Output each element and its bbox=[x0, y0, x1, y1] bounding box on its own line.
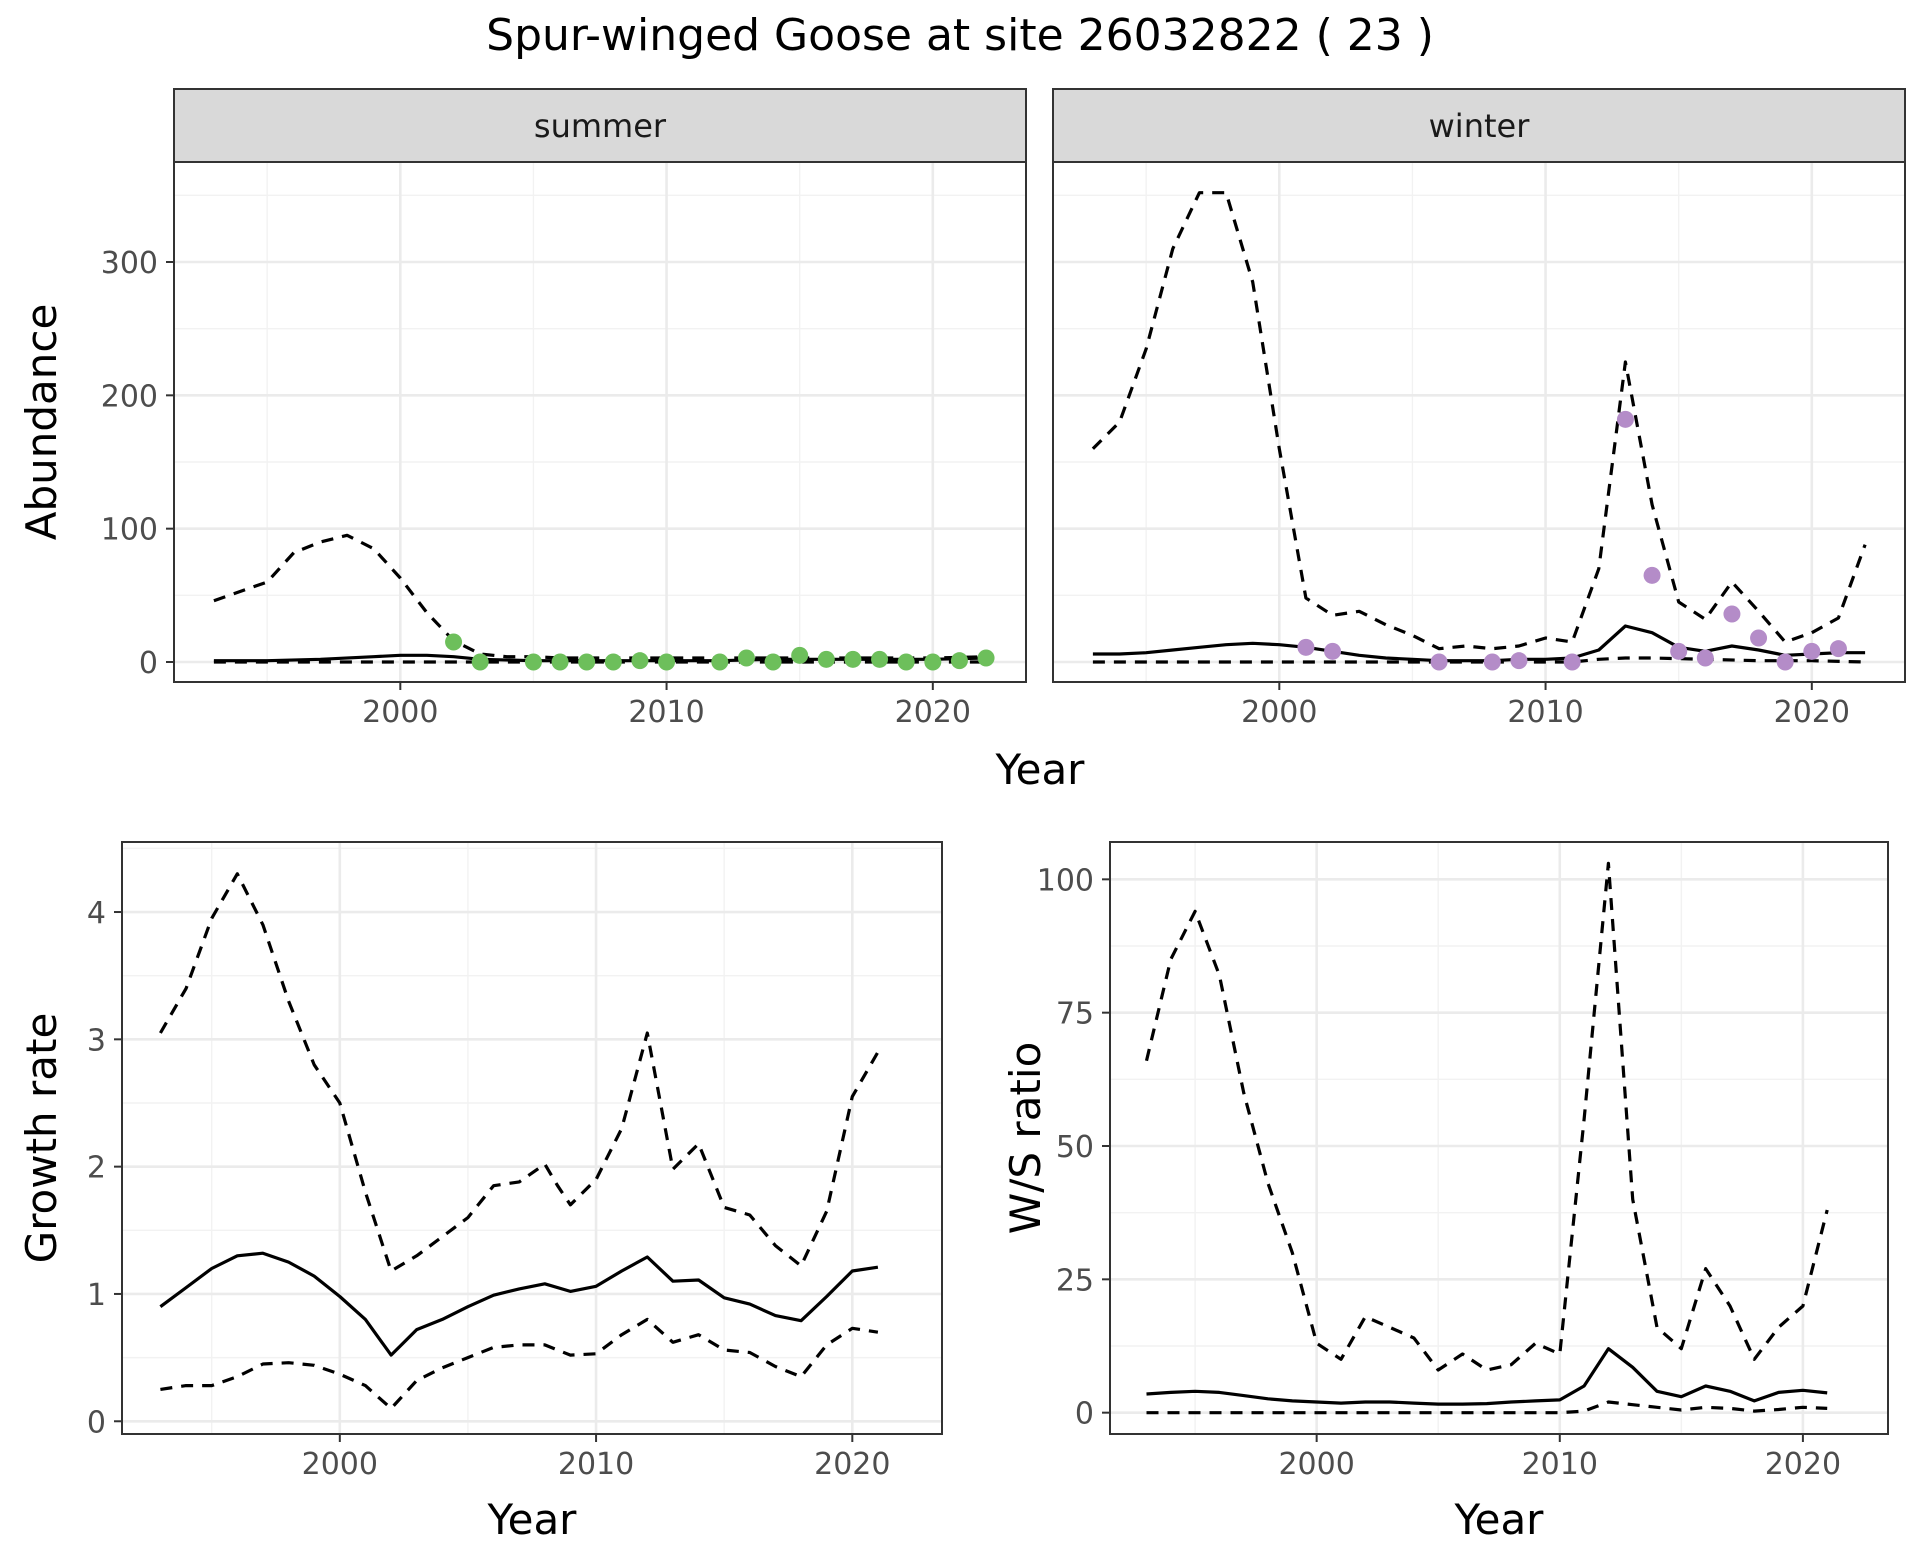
data-point bbox=[844, 650, 862, 668]
dashed-bound-line bbox=[159, 872, 880, 1273]
y-tick-label: 100 bbox=[1037, 863, 1094, 898]
y-tick-label: 50 bbox=[1056, 1130, 1094, 1165]
y-tick-label: 200 bbox=[101, 379, 158, 414]
y-tick-label: 100 bbox=[101, 513, 158, 548]
solid-estimate-line bbox=[159, 1251, 879, 1357]
x-axis-title: Year bbox=[487, 1495, 578, 1544]
y-tick-label: 3 bbox=[87, 1023, 106, 1058]
y-axis-title: Abundance bbox=[17, 304, 66, 541]
x-tick-label: 2010 bbox=[628, 695, 704, 730]
data-point bbox=[737, 649, 755, 667]
x-tick-label: 2010 bbox=[558, 1447, 634, 1482]
y-tick-label: 0 bbox=[87, 1405, 106, 1440]
ws-ratio-chart: 2000 2010 2020 0 25 50 75 100 Year W/S ratio bbox=[1001, 841, 1889, 1544]
data-point bbox=[1643, 566, 1661, 584]
dashed-bound-line bbox=[160, 1317, 879, 1411]
panel-border bbox=[1052, 161, 1906, 683]
data-point bbox=[1670, 642, 1688, 660]
data-point bbox=[1324, 642, 1342, 660]
data-point bbox=[1776, 653, 1794, 671]
data-point bbox=[924, 653, 942, 671]
x-tick-label: 2000 bbox=[362, 695, 438, 730]
dashed-bound-line bbox=[1092, 656, 1866, 664]
solid-estimate-line bbox=[213, 653, 987, 663]
x-axis-title: Year bbox=[995, 745, 1086, 794]
data-point bbox=[1723, 605, 1741, 623]
facet-strip-label: winter bbox=[1429, 107, 1531, 145]
x-tick-label: 2000 bbox=[1278, 1447, 1354, 1482]
y-tick-label: 0 bbox=[139, 646, 158, 681]
data-point bbox=[1430, 653, 1448, 671]
dashed-bound-line bbox=[1144, 861, 1829, 1372]
x-tick-label: 2000 bbox=[1241, 695, 1317, 730]
data-point bbox=[1297, 638, 1315, 656]
abundance-chart: 2000 2010 2020 0 100 200 300 summer 2000 2010 2020… bbox=[17, 88, 1906, 794]
data-point bbox=[1483, 653, 1501, 671]
data-point bbox=[604, 653, 622, 671]
x-tick-label: 2020 bbox=[895, 695, 971, 730]
y-tick-label: 2 bbox=[87, 1151, 106, 1186]
data-point bbox=[977, 649, 995, 667]
data-point bbox=[791, 646, 809, 664]
dashed-bound-line bbox=[213, 533, 987, 660]
data-point bbox=[551, 653, 569, 671]
data-point bbox=[1616, 410, 1634, 428]
x-tick-label: 2020 bbox=[1774, 695, 1850, 730]
x-tick-label: 2020 bbox=[814, 1447, 890, 1482]
facet-panel-winter: 2000 2010 2020 winter bbox=[1052, 88, 1906, 730]
y-tick-label: 0 bbox=[1075, 1397, 1094, 1432]
x-tick-label: 2010 bbox=[1507, 695, 1583, 730]
facet-strip bbox=[1052, 88, 1906, 163]
x-tick-label: 2010 bbox=[1522, 1447, 1598, 1482]
data-point bbox=[1563, 653, 1581, 671]
panel-border bbox=[173, 161, 1027, 683]
figure-title: Spur-winged Goose at site 26032822 ( 23 … bbox=[486, 10, 1434, 61]
y-axis-title: Growth rate bbox=[17, 1013, 66, 1264]
dashed-bound-line bbox=[1091, 191, 1867, 651]
data-point bbox=[1510, 652, 1528, 670]
solid-estimate-line bbox=[1146, 1347, 1828, 1406]
data-point bbox=[764, 653, 782, 671]
facet-strip bbox=[173, 88, 1027, 163]
y-tick-label: 25 bbox=[1056, 1263, 1094, 1298]
y-tick-label: 75 bbox=[1056, 997, 1094, 1032]
panel-border bbox=[1109, 841, 1889, 1435]
facet-strip-label: summer bbox=[534, 107, 667, 145]
data-point bbox=[1829, 640, 1847, 658]
x-tick-label: 2020 bbox=[1765, 1447, 1841, 1482]
panel-border bbox=[121, 841, 943, 1435]
data-point bbox=[711, 653, 729, 671]
data-point bbox=[1750, 629, 1768, 647]
growth-rate-chart: 2000 2010 2020 0 1 2 3 4 Year Growth rate bbox=[17, 841, 943, 1544]
data-point bbox=[445, 633, 463, 651]
data-point bbox=[817, 650, 835, 668]
data-point bbox=[631, 652, 649, 670]
y-tick-label: 300 bbox=[101, 246, 158, 281]
data-point bbox=[871, 650, 889, 668]
data-point bbox=[1803, 642, 1821, 660]
data-point bbox=[1696, 649, 1714, 667]
y-tick-label: 4 bbox=[87, 896, 106, 931]
x-axis-title: Year bbox=[1454, 1495, 1545, 1544]
data-point bbox=[950, 652, 968, 670]
x-tick-label: 2000 bbox=[302, 1447, 378, 1482]
data-point bbox=[658, 653, 676, 671]
y-axis-title: W/S ratio bbox=[1001, 1042, 1050, 1235]
solid-estimate-line bbox=[1092, 624, 1866, 663]
data-point bbox=[524, 653, 542, 671]
data-point bbox=[471, 653, 489, 671]
data-point bbox=[897, 653, 915, 671]
data-point bbox=[578, 653, 596, 671]
facet-panel-summer: 2000 2010 2020 0 100 200 300 summer bbox=[101, 88, 1027, 730]
y-tick-label: 1 bbox=[87, 1278, 106, 1313]
